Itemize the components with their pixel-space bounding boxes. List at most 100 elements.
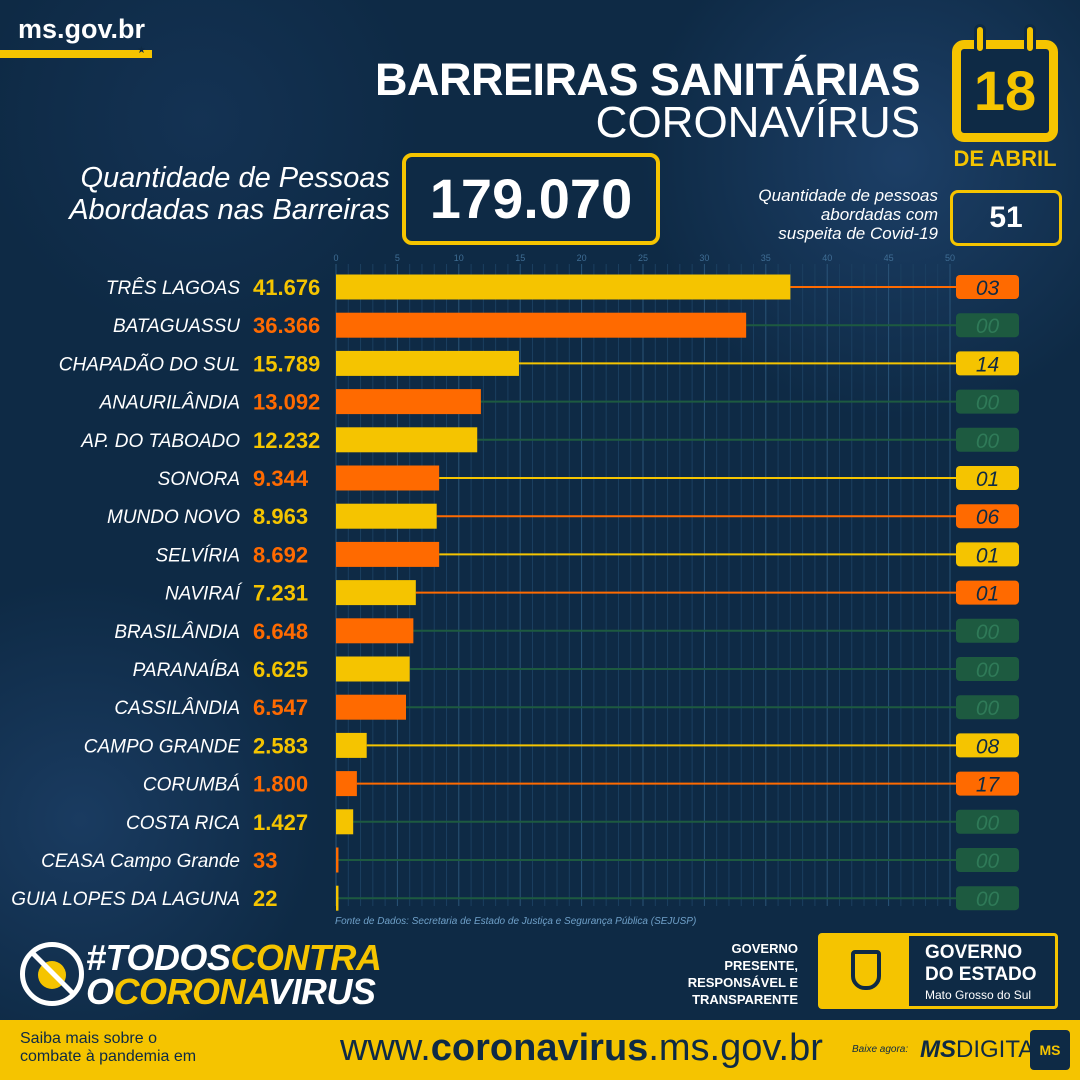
site-tag[interactable]: ms.gov.br ★ (0, 0, 152, 60)
suspect-count-label: 01 (976, 583, 999, 606)
category-label: MUNDO NOVO (107, 507, 240, 528)
page-title: BARREIRAS SANITÁRIAS (374, 54, 921, 105)
axis-tick-label: 50 (945, 253, 955, 263)
category-label: BATAGUASSU (113, 316, 240, 337)
motto-line: TRANSPARENTE (692, 992, 798, 1007)
suspect-box (956, 695, 1019, 720)
value-label: 6.625 (253, 657, 308, 682)
logo-title-line: DO ESTADO (925, 964, 1037, 985)
total-label: Quantidade de Pessoas Abordadas nas Barr… (69, 162, 390, 226)
suspect-box (956, 618, 1019, 643)
suspect-box (956, 351, 1019, 376)
suspect-count-label: 00 (976, 850, 1000, 873)
suspect-count-label: 00 (976, 430, 1000, 453)
suspects-label-line2: abordadas com (820, 205, 938, 224)
suspect-count-label: 17 (976, 774, 1001, 797)
suspect-count-label: 00 (976, 888, 1000, 911)
suspect-count-label: 00 (976, 392, 1000, 415)
category-label: SONORA (158, 469, 240, 490)
suspect-count-label: 00 (976, 812, 1000, 835)
app-name[interactable]: MSDIGITAL (920, 1036, 1048, 1064)
bar (336, 771, 357, 797)
hashtag-line1: #TODOSCONTRA (86, 937, 382, 978)
value-label: 6.547 (253, 695, 308, 720)
bar (336, 694, 406, 720)
data-source: Fonte de Dados: Secretaria de Estado de … (335, 916, 697, 927)
suspect-box (956, 504, 1019, 529)
bar (336, 389, 481, 415)
hashtag-part: O (86, 971, 114, 1012)
category-label: SELVÍRIA (156, 545, 241, 566)
bar (336, 809, 354, 835)
bar-chart: 0 5 10 15 20 25 30 35 40 45 50 TRÊS LAGOAS 41.676 03 B… (11, 253, 1019, 911)
category-label: AP. DO TABOADO (80, 431, 240, 452)
page-subtitle: CORONAVÍRUS (595, 98, 920, 147)
logo-title-line: GOVERNO (925, 942, 1023, 963)
total-value: 179.070 (402, 153, 660, 245)
suspect-box (956, 580, 1019, 605)
suspect-box (956, 809, 1019, 834)
axis-tick-label: 45 (884, 253, 894, 263)
hashtag-part: #TODOS (86, 937, 231, 978)
calendar-ring (974, 24, 986, 54)
motto-line: RESPONSÁVEL E (687, 975, 798, 990)
suspects-label-line1: Quantidade de pessoas (758, 186, 938, 205)
axis-tick-label: 40 (822, 253, 832, 263)
footer-bar: Saiba mais sobre o combate à pandemia em… (0, 1020, 1080, 1080)
government-logo: GOVERNO DO ESTADO Mato Grosso do Sul (818, 933, 1058, 1009)
suspect-count-label: 03 (976, 277, 1000, 300)
hashtag-part: CONTRA (230, 937, 382, 978)
value-label: 13.092 (253, 390, 320, 415)
category-label: PARANAÍBA (133, 660, 240, 681)
app-icon[interactable]: MS (1030, 1030, 1070, 1070)
value-label: 8.963 (253, 504, 308, 529)
bar (336, 885, 339, 911)
download-label: Baixe agora: (852, 1044, 909, 1055)
bar (336, 847, 339, 873)
suspect-box (956, 313, 1019, 338)
footer-note-line: combate à pandemia em (20, 1048, 197, 1065)
value-label: 1.427 (253, 810, 308, 835)
shield-icon (851, 950, 881, 990)
hashtag-part: CORONA (113, 971, 269, 1012)
bar (336, 656, 410, 682)
hashtag-badge: #TODOSCONTRA OCORONAVIRUS (20, 940, 382, 1010)
axis-tick-label: 15 (515, 253, 525, 263)
category-label: CORUMBÁ (143, 775, 240, 796)
axis-tick-label: 0 (333, 253, 338, 263)
hashtag-part: VIRUS (267, 971, 376, 1012)
axis-tick-label: 5 (395, 253, 400, 263)
total-label-line1: Quantidade de Pessoas (80, 162, 390, 194)
category-label: ANAURILÂNDIA (99, 392, 240, 414)
suspect-box (956, 733, 1019, 758)
slash-icon (30, 950, 76, 997)
category-label: CHAPADÃO DO SUL (59, 353, 240, 375)
value-label: 15.789 (253, 351, 320, 376)
bar (336, 503, 437, 529)
suspect-box (956, 542, 1019, 567)
axis-tick-label: 10 (454, 253, 464, 263)
suspect-count-label: 08 (976, 735, 1000, 758)
motto-line: PRESENTE, (724, 958, 798, 973)
bar (336, 580, 416, 606)
url-part: www. (340, 1027, 431, 1069)
axis-tick-label: 35 (761, 253, 771, 263)
website-link[interactable]: www.coronavirus.ms.gov.br (340, 1027, 823, 1070)
suspects-label-line3: suspeita de Covid-19 (778, 224, 938, 243)
calendar-day: 18 (973, 59, 1037, 122)
axis-tick-label: 20 (577, 253, 587, 263)
suspect-count-label: 01 (976, 468, 999, 491)
value-label: 36.366 (253, 313, 320, 338)
no-virus-icon (20, 942, 84, 1006)
value-label: 7.231 (253, 581, 308, 606)
site-tag-bar (0, 50, 152, 58)
government-logo-title: GOVERNO DO ESTADO (925, 942, 1037, 986)
value-label: 1.800 (253, 772, 308, 797)
value-label: 22 (253, 886, 277, 911)
suspect-box (956, 848, 1019, 872)
category-label: TRÊS LAGOAS (106, 277, 240, 299)
hashtag-line2: OCORONAVIRUS (86, 971, 376, 1012)
calendar-month: DE ABRIL (953, 146, 1057, 171)
value-label: 12.232 (253, 428, 320, 453)
